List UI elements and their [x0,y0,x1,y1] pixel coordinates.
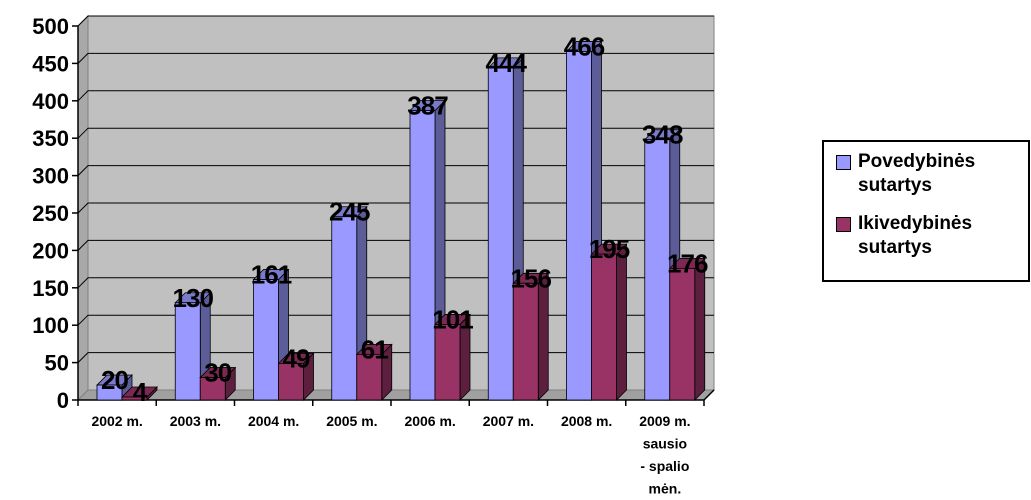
data-label: 30 [204,358,231,388]
legend-label-povedybines: Povedybinės sutartys [858,151,976,196]
x-category-label: 2004 m. [248,413,299,429]
bar-povedybines [96,384,123,401]
y-tick-label: 450 [32,51,69,76]
bar-ikivedybines [356,353,383,401]
y-tick-label: 400 [32,89,69,114]
x-category-label: 2003 m. [170,413,221,429]
bar-ikivedybines [669,267,696,401]
bar-povedybines [409,110,436,401]
gridline [77,15,714,27]
bar-ikivedybines [121,396,148,401]
legend-item-povedybines: Povedybinės sutartys [830,150,1024,198]
x-category-label: 2007 m. [483,413,534,429]
data-label: 348 [642,120,683,150]
chart-legend: Povedybinės sutartys Ikivedybinės sutart… [822,140,1030,282]
y-tick-label: 200 [32,238,69,263]
x-category-label: sausio [643,436,687,452]
y-tick-label: 500 [32,14,69,39]
bar-povedybines [253,279,279,401]
data-label: 161 [251,260,292,290]
y-tick-label: 350 [32,126,69,151]
data-label: 195 [589,234,630,264]
x-axis-depth [703,389,715,401]
y-tick-label: 0 [57,388,69,413]
x-category-label: 2005 m. [326,413,377,429]
bar-povedybines [174,302,201,401]
bar-ikivedybines [512,282,539,401]
bar-ikivedybines [199,377,226,401]
data-label: 101 [432,304,473,334]
gridline [77,52,714,64]
legend-item-ikivedybines: Ikivedybinės sutartys [830,212,1024,260]
bar-povedybines [487,67,514,401]
legend-label-ikivedybines: Ikivedybinės sutartys [858,213,973,258]
y-tick-label: 100 [32,313,69,338]
x-category-label: 2002 m. [91,413,142,429]
legend-swatch-povedybines [836,155,851,170]
x-category-label: 2009 m. [639,413,690,429]
bar-povedybines [644,139,671,401]
x-category-label: 2006 m. [404,413,455,429]
x-category-label: 2008 m. [561,413,612,429]
y-tick-label: 300 [32,164,69,189]
bar-ikivedybines [278,362,304,401]
x-category-label: - spalio [640,458,689,474]
bar-ikivedybines [434,324,461,401]
bar-ikivedybines [591,253,617,401]
bar-povedybines [331,216,358,401]
bar-povedybines [566,51,592,401]
bar-side [616,243,627,401]
data-label: 20 [101,365,128,395]
x-category-label: mėn. [649,481,682,497]
legend-swatch-ikivedybines [836,217,851,232]
y-tick-label: 50 [45,351,69,376]
y-tick-label: 250 [32,201,69,226]
y-tick-label: 150 [32,276,69,301]
data-label: 4 [133,377,148,407]
data-label: 466 [564,31,605,61]
data-label: 49 [283,343,310,373]
data-label: 444 [486,48,528,78]
bar-side [694,257,706,401]
data-label: 387 [407,91,448,121]
data-label: 130 [173,283,214,313]
data-label: 61 [361,334,388,364]
data-label: 156 [511,263,552,293]
data-label: 245 [329,197,370,227]
data-label: 176 [667,248,708,278]
